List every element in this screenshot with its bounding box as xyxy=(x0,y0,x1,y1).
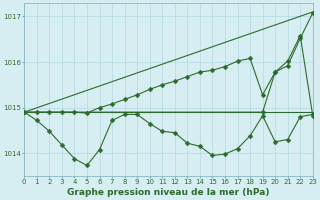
X-axis label: Graphe pression niveau de la mer (hPa): Graphe pression niveau de la mer (hPa) xyxy=(67,188,270,197)
